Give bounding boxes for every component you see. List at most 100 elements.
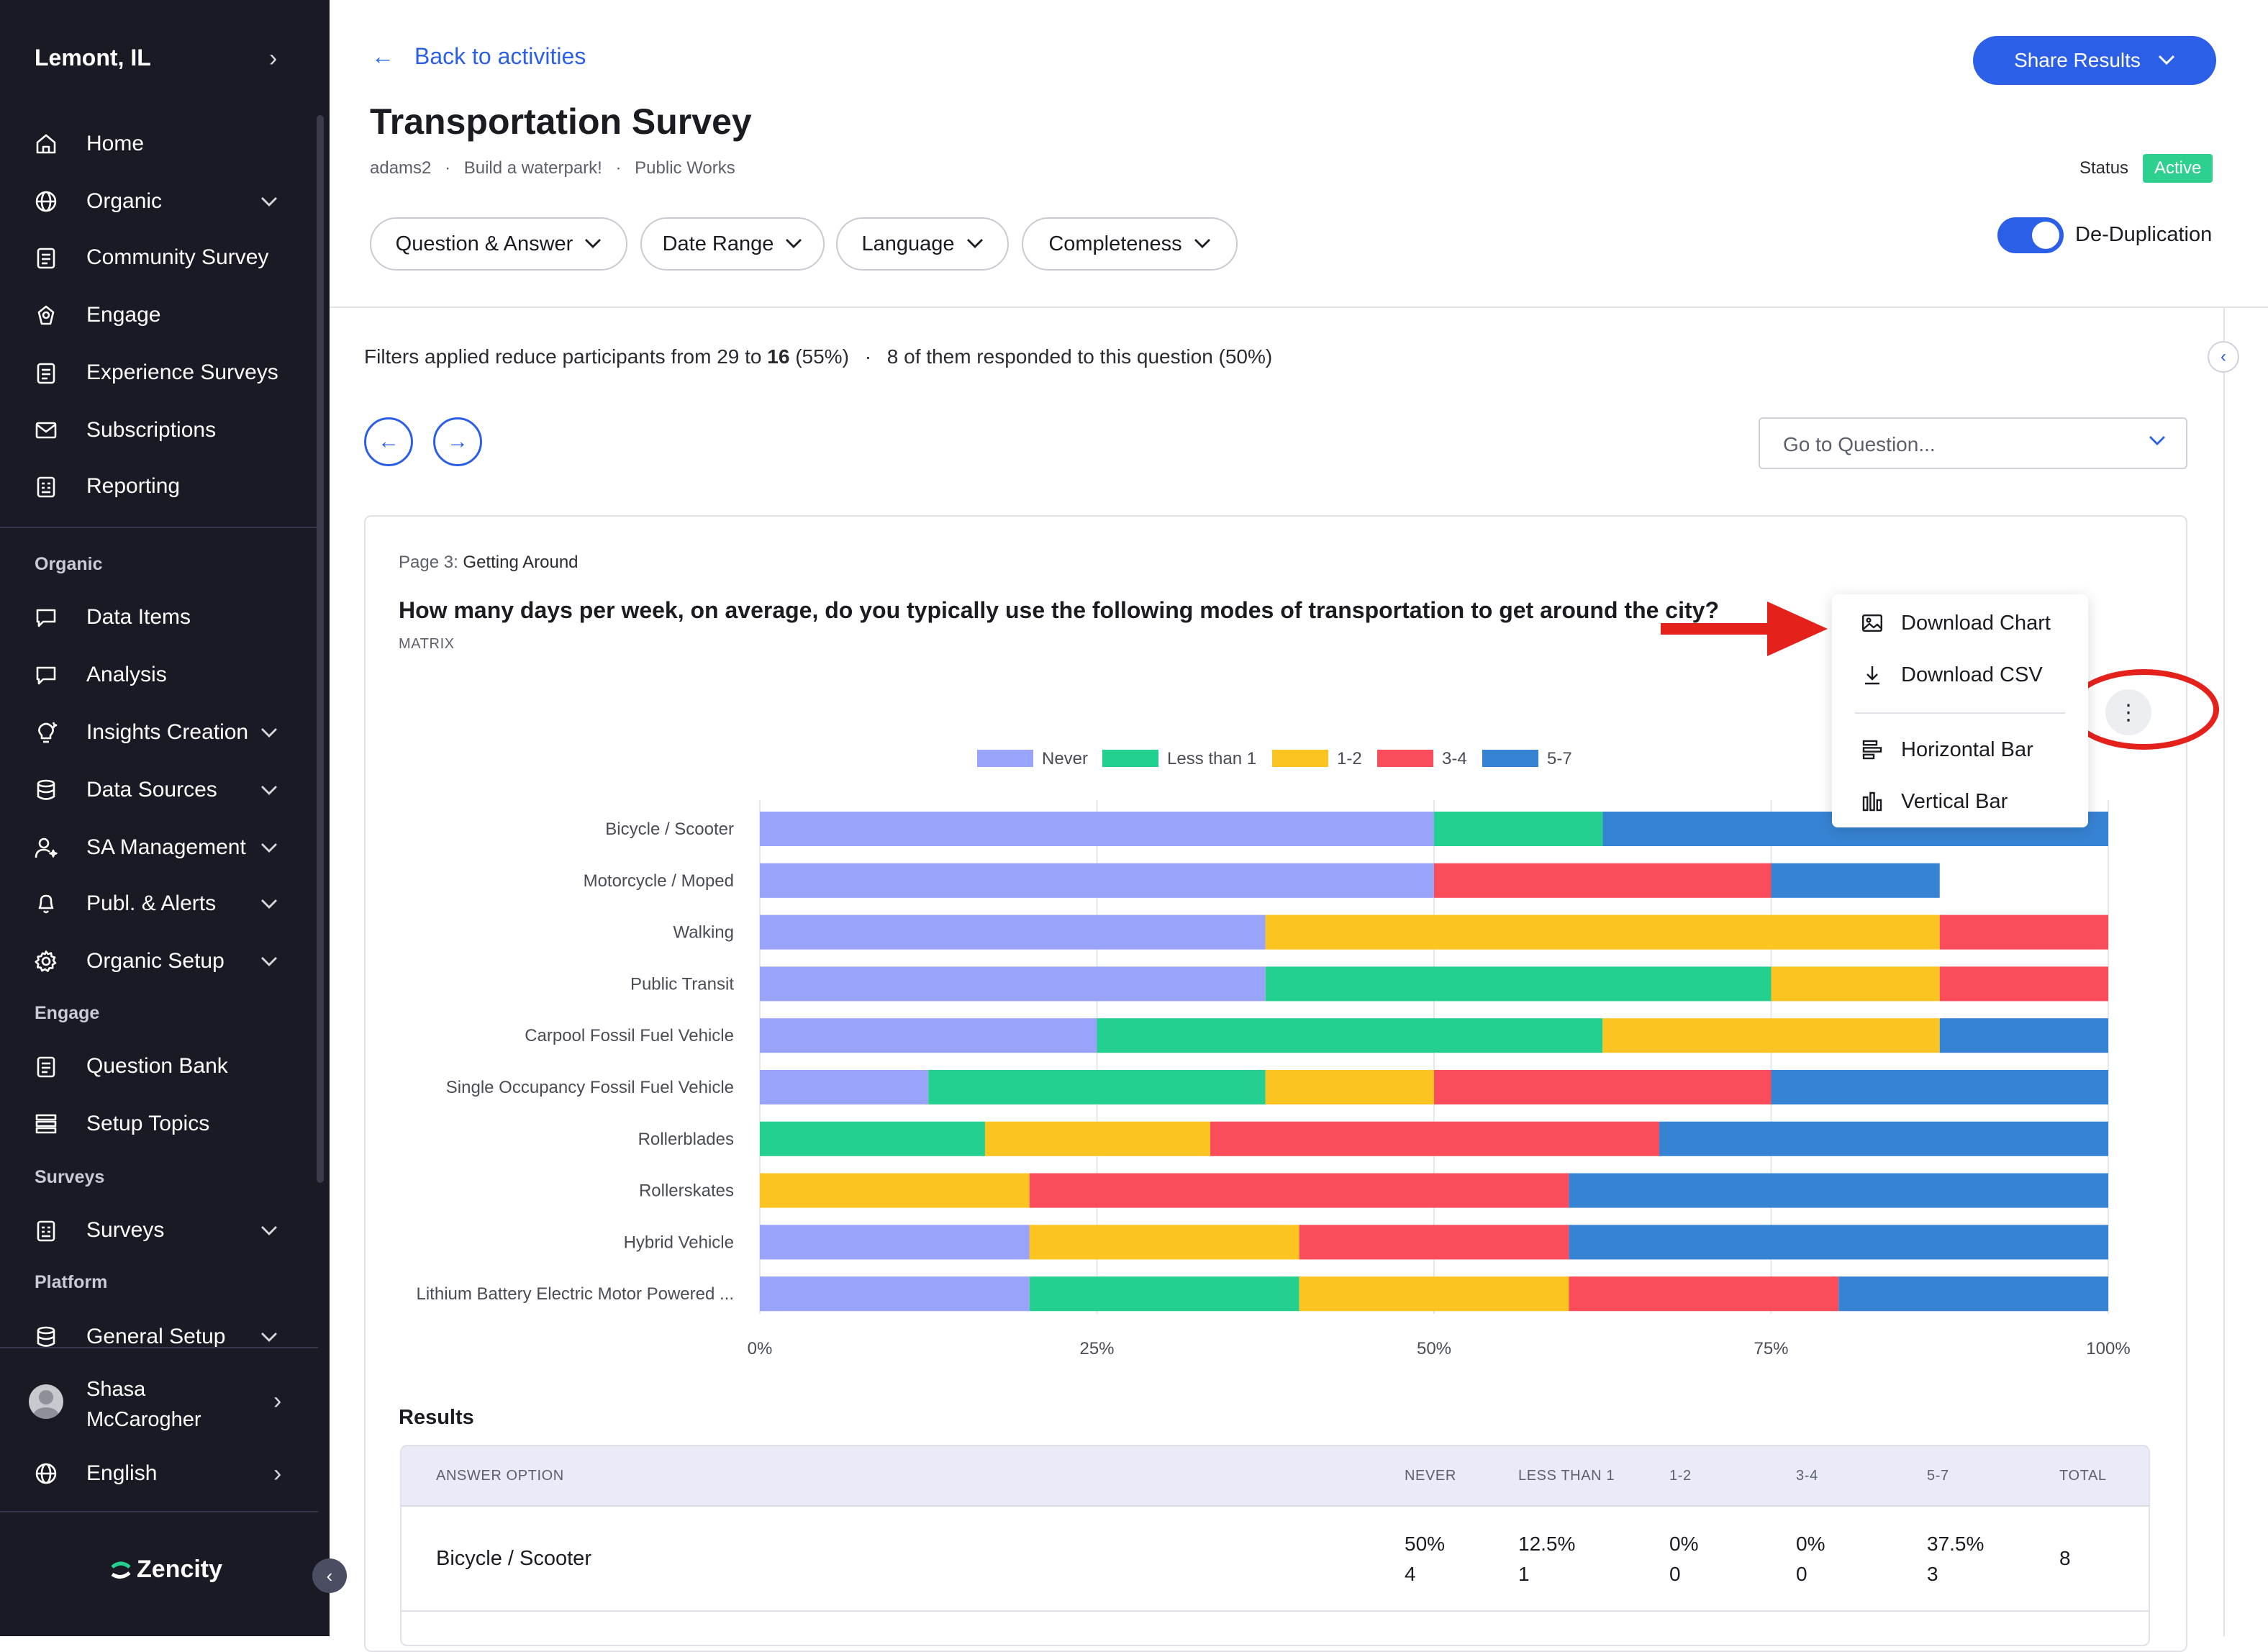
report-icon [35,1219,58,1242]
share-results-button[interactable]: Share Results [1973,36,2216,85]
sidebar-item-sa-management[interactable]: SA Management [0,822,309,873]
arrow-right-icon: → [447,430,468,453]
right-panel-divider [2223,307,2225,1636]
chevron-down-icon [260,837,278,859]
menu-divider [1855,712,2065,714]
chevron-right-icon[interactable]: › [269,45,278,72]
chart-options-menu: Download Chart Download CSV Horizontal B… [1832,594,2088,827]
sidebar-item-label: Home [86,132,145,155]
sidebar-item-label: Subscriptions [86,418,217,442]
sidebar-item-data-items[interactable]: Data Items [0,591,309,643]
status-label: Status [2079,158,2129,178]
sidebar-item-experience-surveys[interactable]: Experience Surveys [0,347,309,399]
sidebar-divider [0,527,318,528]
sidebar-collapse-button[interactable]: ‹ [312,1558,347,1593]
filter-question-answer[interactable]: Question & Answer [370,217,627,271]
sidebar-item-organic-setup[interactable]: Organic Setup [0,935,309,987]
results-title: Results [399,1406,474,1429]
bulb-icon [35,721,58,744]
header-divider [330,307,2268,308]
sidebar-item-publ-alerts[interactable]: Publ. & Alerts [0,878,309,930]
zencity-logo: Zencity [109,1556,222,1584]
go-to-question-select[interactable]: Go to Question... [1759,417,2187,469]
section-label-organic: Organic [35,554,103,574]
back-link[interactable]: ← Back to activities [371,43,586,69]
sidebar-item-reporting[interactable]: Reporting [0,460,309,512]
sidebar-item-label: Organic Setup [86,949,224,973]
sidebar-item-setup-topics[interactable]: Setup Topics [0,1098,309,1150]
vertical-bar-icon [1861,790,1884,813]
deduplication-label: De-Duplication [2075,223,2213,246]
avatar[interactable] [29,1384,63,1419]
sidebar-item-label: Insights Creation [86,720,249,744]
chevron-right-icon[interactable]: › [273,1387,282,1415]
sidebar-item-engage[interactable]: Engage [0,289,309,341]
menu-item-vertical-bar[interactable]: Vertical Bar [1832,780,2088,823]
sidebar-item-community-survey[interactable]: Community Survey [0,232,309,283]
chevron-down-icon [260,1326,278,1348]
question-text: How many days per week, on average, do y… [399,597,1719,623]
next-question-button[interactable]: → [433,417,482,466]
city-name[interactable]: Lemont, IL [35,45,151,71]
home-icon [35,132,58,155]
sidebar-item-insights-creation[interactable]: Insights Creation [0,707,309,758]
toggle-knob [2032,222,2059,249]
chevron-down-icon [260,950,278,973]
sidebar-item-home[interactable]: Home [0,118,309,170]
sidebar-item-general-setup[interactable]: General Setup [0,1311,309,1363]
annotation-arrow [1661,602,1828,656]
sidebar-scrollbar[interactable] [317,115,324,1183]
language-selector[interactable]: English › [0,1448,309,1499]
sidebar-item-data-sources[interactable]: Data Sources [0,764,309,816]
col-1-2: 1-2 [1669,1468,1692,1484]
sidebar-item-label: Community Survey [86,245,269,269]
arrow-left-icon: ← [371,43,394,69]
sidebar-item-question-bank[interactable]: Question Bank [0,1040,309,1092]
page-label: Page 3: Getting Around [399,553,579,572]
download-icon [1861,663,1884,686]
sidebar: Lemont, IL › Home Organic Community Survey… [0,0,330,1636]
breadcrumb: adams2 · Build a waterpark! · Public Wor… [370,158,735,178]
col-total: TOTAL [2059,1468,2107,1484]
filter-language[interactable]: Language [836,217,1009,271]
menu-item-download-chart[interactable]: Download Chart [1832,602,2088,645]
sidebar-item-organic[interactable]: Organic [0,176,309,227]
user-name[interactable]: Shasa McCarogher [86,1378,201,1431]
list-icon [35,1112,58,1135]
chevron-down-icon [2149,432,2166,452]
bell-icon [35,892,58,915]
cell-count: 0 [1669,1563,1681,1585]
row-divider [402,1610,2149,1612]
cell-count: 0 [1796,1563,1807,1585]
menu-item-download-csv[interactable]: Download CSV [1832,653,2088,696]
col-5-7: 5-7 [1927,1468,1949,1484]
filter-completeness[interactable]: Completeness [1022,217,1238,271]
sidebar-divider [0,1347,318,1348]
menu-item-horizontal-bar[interactable]: Horizontal Bar [1832,728,2088,771]
sidebar-item-label: Experience Surveys [86,360,278,384]
globe-icon [35,1462,58,1485]
table-header: ANSWER OPTION NEVER LESS THAN 1 1-2 3-4 … [402,1446,2149,1507]
sidebar-item-label: Data Items [86,605,191,629]
filter-date-range[interactable]: Date Range [640,217,825,271]
sidebar-item-subscriptions[interactable]: Subscriptions [0,404,309,456]
col-answer-option: ANSWER OPTION [436,1468,564,1484]
chevron-down-icon [786,239,802,248]
sidebar-item-surveys[interactable]: Surveys [0,1204,309,1256]
section-label-platform: Platform [35,1272,108,1292]
status-badge: Active [2143,154,2213,183]
sidebar-item-analysis[interactable]: Analysis [0,649,309,701]
question-type: MATRIX [399,636,455,652]
cell-pct: 12.5% [1518,1533,1576,1555]
cell-count: 3 [1927,1563,1938,1585]
chevron-down-icon [260,722,278,744]
cell-count: 4 [1405,1563,1416,1585]
user-star-icon [35,836,58,859]
panel-toggle-button[interactable]: ‹ [2208,341,2239,373]
deduplication-toggle[interactable] [1997,217,2064,253]
previous-question-button[interactable]: ← [364,417,413,466]
cell-pct: 37.5% [1927,1533,1984,1555]
row-option: Bicycle / Scooter [436,1547,591,1570]
sidebar-item-label: Data Sources [86,778,217,802]
chat-icon [35,663,58,686]
